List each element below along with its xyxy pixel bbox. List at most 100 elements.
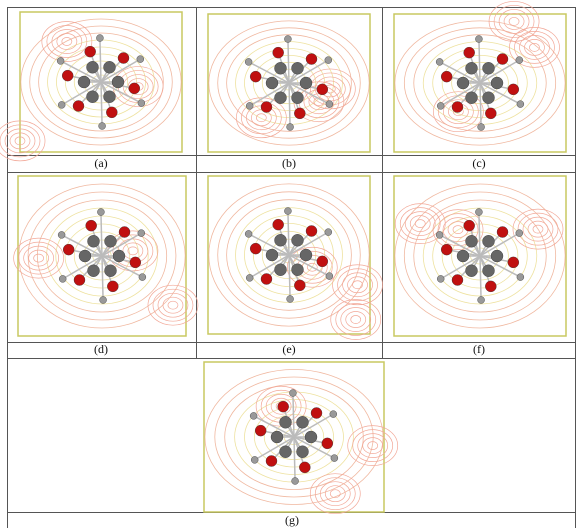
contour xyxy=(320,482,350,506)
atom xyxy=(475,209,482,216)
atom xyxy=(475,36,482,43)
atom xyxy=(105,265,117,277)
atom xyxy=(464,220,475,231)
atom xyxy=(271,431,283,443)
atom xyxy=(289,390,296,397)
contour-plot xyxy=(0,12,182,161)
caption: (b) xyxy=(282,156,296,170)
atom xyxy=(483,62,495,74)
atom xyxy=(497,227,508,238)
atom xyxy=(311,408,322,419)
atom xyxy=(441,71,452,82)
atom xyxy=(250,243,261,254)
atom xyxy=(478,123,485,130)
atom xyxy=(297,446,309,458)
atom xyxy=(297,416,309,428)
atom xyxy=(466,235,478,247)
atom xyxy=(483,265,495,277)
caption: (a) xyxy=(94,156,107,170)
caption: (e) xyxy=(282,342,295,356)
atom xyxy=(325,57,332,64)
atom xyxy=(119,227,130,238)
atom xyxy=(497,54,508,65)
contour-plot xyxy=(208,14,370,152)
atom xyxy=(322,438,333,449)
atom xyxy=(516,230,523,237)
atom xyxy=(292,92,304,104)
atom xyxy=(246,102,253,109)
contour xyxy=(168,301,178,309)
contour xyxy=(499,9,529,33)
atom xyxy=(437,102,444,109)
atom xyxy=(87,61,99,73)
contour xyxy=(346,312,366,328)
contour xyxy=(123,243,143,259)
atom xyxy=(100,296,107,303)
atom xyxy=(138,230,145,237)
atom xyxy=(62,70,73,81)
atom xyxy=(280,416,292,428)
atom xyxy=(478,296,485,303)
atom xyxy=(436,231,443,238)
contour-plot xyxy=(14,176,198,336)
atom xyxy=(113,250,125,262)
atom xyxy=(273,219,284,230)
atom xyxy=(299,462,310,473)
atom xyxy=(485,281,496,292)
atom xyxy=(74,274,85,285)
atom xyxy=(300,249,312,261)
atom xyxy=(306,226,317,237)
bond xyxy=(480,256,481,300)
atom xyxy=(137,56,144,63)
contour xyxy=(57,33,77,49)
atom xyxy=(88,235,100,247)
contour xyxy=(333,265,383,305)
atom xyxy=(58,101,65,108)
caption: (g) xyxy=(285,513,299,527)
atom xyxy=(287,123,294,130)
atom xyxy=(516,57,523,64)
atom xyxy=(452,101,463,112)
atom xyxy=(245,58,252,65)
bond xyxy=(288,211,289,255)
atom xyxy=(266,249,278,261)
atom xyxy=(436,58,443,65)
atom xyxy=(317,256,328,267)
atom xyxy=(284,36,291,43)
contour xyxy=(353,281,363,289)
atom xyxy=(63,244,74,255)
contour xyxy=(351,316,361,324)
figure: (a) (b) (c) (d) (e) (f) (g) xyxy=(0,0,576,528)
atom xyxy=(273,47,284,58)
contour-plot xyxy=(394,1,566,152)
atom xyxy=(78,76,90,88)
contour-plot xyxy=(204,362,398,514)
atom xyxy=(491,250,503,262)
atom xyxy=(275,92,287,104)
atom xyxy=(266,77,278,89)
atom xyxy=(287,295,294,302)
contour xyxy=(29,250,49,266)
atom xyxy=(292,234,304,246)
atom xyxy=(483,92,495,104)
atom xyxy=(292,264,304,276)
atom xyxy=(466,92,478,104)
atom xyxy=(104,61,116,73)
bond xyxy=(102,256,103,300)
atom xyxy=(491,77,503,89)
contour xyxy=(148,285,198,325)
atom xyxy=(266,455,277,466)
atom xyxy=(87,91,99,103)
caption: (f) xyxy=(473,342,485,356)
atom xyxy=(57,57,64,64)
atom xyxy=(130,257,141,268)
atom xyxy=(330,411,337,418)
contour xyxy=(34,254,44,262)
atom xyxy=(139,274,146,281)
atom xyxy=(250,71,261,82)
atom xyxy=(107,281,118,292)
contour-plot xyxy=(394,176,566,336)
atom xyxy=(138,100,145,107)
atom xyxy=(86,220,97,231)
contour xyxy=(509,17,519,25)
